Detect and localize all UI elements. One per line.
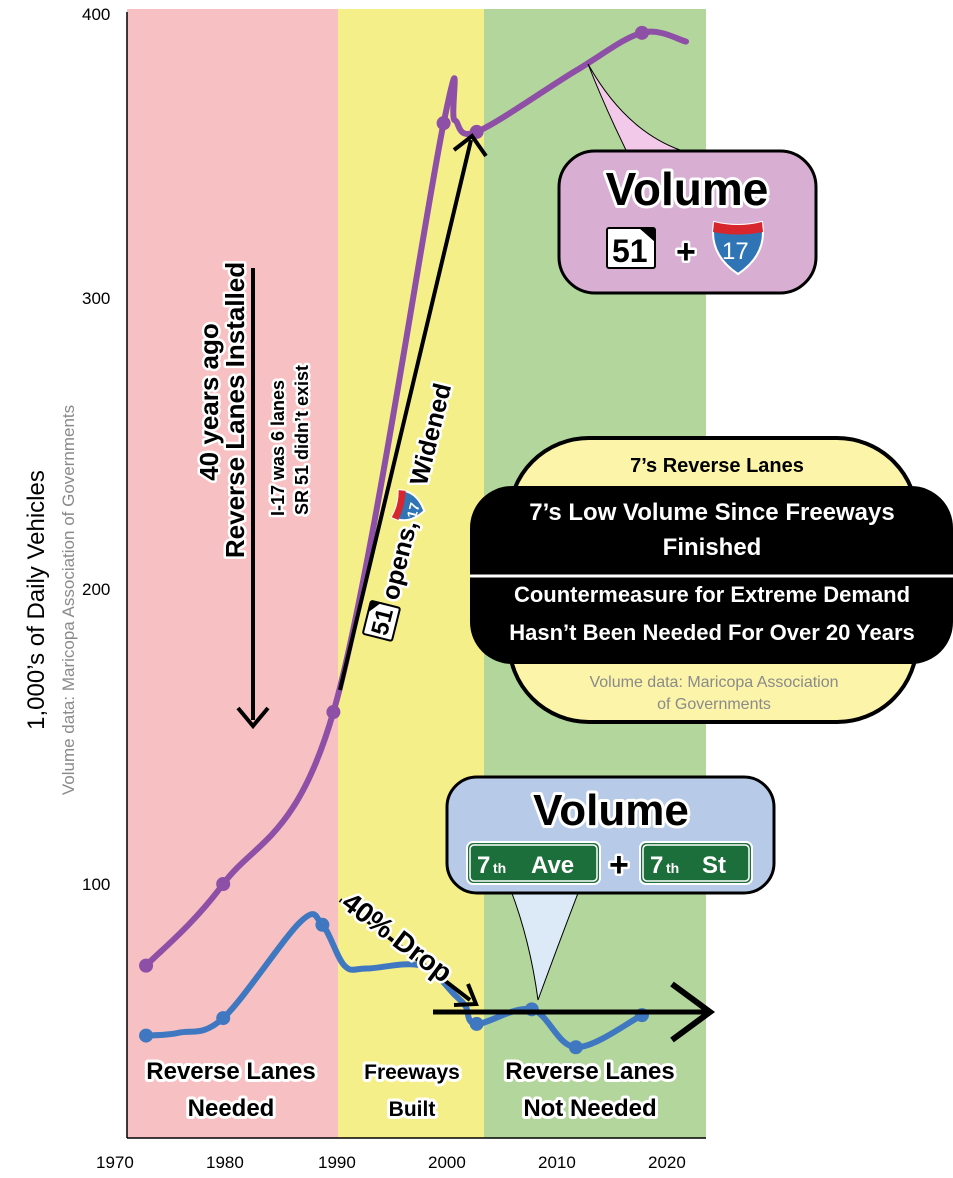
series-group xyxy=(139,25,690,1055)
freeways-point xyxy=(436,116,451,131)
info-box-source2: of Governments xyxy=(657,696,771,713)
surface-point xyxy=(568,1040,583,1055)
y-tick-100: 100 xyxy=(82,875,110,894)
freeways-point xyxy=(139,958,154,973)
seventh-ave-suffix: th xyxy=(493,860,506,876)
sr51-number: 51 xyxy=(612,233,648,269)
installed-line2: Reverse Lanes Installed xyxy=(220,262,250,558)
x-tick-1970: 1970 xyxy=(96,1153,134,1172)
freeways-point xyxy=(216,877,231,891)
installed-line4: SR 51 didn’t exist xyxy=(292,365,312,515)
i17-number: 17 xyxy=(722,238,749,265)
freeway-callout: Volume 51 + 17 xyxy=(557,63,818,295)
axes: 100 200 300 400 1970 1980 1990 2000 2010… xyxy=(23,5,706,1172)
band-label-needed-1: Reverse Lanes xyxy=(146,1058,315,1085)
x-tick-1980: 1980 xyxy=(206,1153,244,1172)
seventh-st-sign: 7 th St xyxy=(639,841,753,885)
opens-arrow xyxy=(338,139,473,691)
x-tick-2000: 2000 xyxy=(428,1153,466,1172)
seventh-ave-word: Ave xyxy=(531,852,574,879)
opens-arrowhead xyxy=(452,133,488,158)
sr51-number-small: 51 xyxy=(366,606,399,638)
surface-point xyxy=(139,1028,154,1043)
y-tick-200: 200 xyxy=(82,580,110,599)
seventh-st-number: 7 xyxy=(650,852,663,879)
drop-arrow xyxy=(338,898,472,1002)
y-axis-source: Volume data: Maricopa Association of Gov… xyxy=(59,405,78,795)
installed-line1: 40 years ago xyxy=(194,323,224,481)
info-box-header: 7’s Reverse Lanes xyxy=(630,455,804,477)
installed-line3: I-17 was 6 lanes xyxy=(268,380,288,516)
i17-shield: 17 xyxy=(712,220,764,276)
y-tick-400: 400 xyxy=(82,5,110,24)
drop-arrowhead xyxy=(453,983,479,1007)
sr51-shield-small: 51 xyxy=(362,600,401,642)
sr51-shield: 51 xyxy=(606,227,656,269)
y-axis-label: 1,000’s of Daily Vehicles xyxy=(23,470,50,730)
band-label-built-1: Freeways xyxy=(364,1061,460,1084)
info-box-source1: Volume data: Maricopa Association xyxy=(589,674,838,691)
seventh-ave-number: 7 xyxy=(477,852,490,879)
freeways-line xyxy=(143,28,690,969)
band-label-needed-2: Needed xyxy=(188,1095,275,1122)
y-tick-300: 300 xyxy=(82,289,110,308)
flat-arrowhead xyxy=(670,981,716,1043)
seventh-st-suffix: th xyxy=(666,860,679,876)
i17-number-small: 17 xyxy=(403,501,422,520)
x-tick-1990: 1990 xyxy=(318,1153,356,1172)
freeway-plus: + xyxy=(676,233,696,271)
info-box-line4: Hasn’t Been Needed For Over 20 Years xyxy=(509,620,915,645)
surface-point xyxy=(216,1011,231,1026)
freeway-callout-title: Volume xyxy=(606,163,769,215)
surface-callout-pointer xyxy=(509,887,581,1001)
info-box-line2: Finished xyxy=(663,534,762,561)
surface-callout: Volume 7 th Ave + 7 th St xyxy=(445,775,776,1001)
surface-plus: + xyxy=(609,846,629,884)
band-labels: Reverse Lanes Needed Freeways Built Reve… xyxy=(143,1055,677,1125)
surface-point xyxy=(469,1016,484,1031)
x-tick-2010: 2010 xyxy=(538,1153,576,1172)
band-label-not-needed-1: Reverse Lanes xyxy=(505,1058,674,1085)
i17-shield-small: 17 xyxy=(390,489,426,522)
band-0 xyxy=(127,9,338,1138)
freeways-point xyxy=(326,705,341,720)
freeways-point xyxy=(634,25,649,40)
info-box-line3: Countermeasure for Extreme Demand xyxy=(514,582,910,607)
installed-annotation: 40 years ago Reverse Lanes Installed I-1… xyxy=(192,259,315,730)
seventh-st-word: St xyxy=(702,852,726,879)
info-box-line1: 7’s Low Volume Since Freeways xyxy=(529,499,894,526)
info-box: 7’s Reverse Lanes 7’s Low Volume Since F… xyxy=(470,436,953,724)
x-tick-2020: 2020 xyxy=(648,1153,686,1172)
seventh-ave-sign: 7 th Ave xyxy=(466,841,601,885)
surface-point xyxy=(315,917,330,932)
band-label-built-2: Built xyxy=(389,1098,436,1121)
surface-callout-title: Volume xyxy=(533,786,689,835)
installed-arrowhead xyxy=(236,706,270,730)
band-label-not-needed-2: Not Needed xyxy=(523,1095,656,1122)
